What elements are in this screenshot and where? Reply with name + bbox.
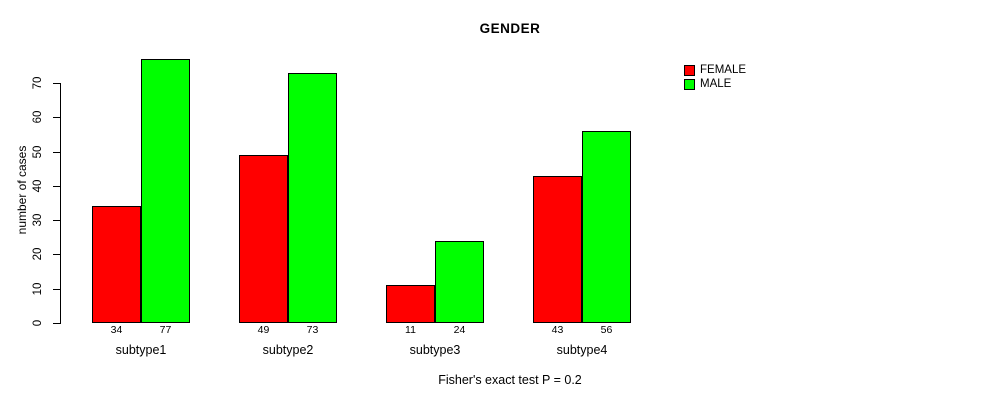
bar-value-label: 49 <box>257 324 270 336</box>
y-axis-tick-label: 70 <box>32 76 44 90</box>
bar-value-label: 73 <box>306 324 319 336</box>
caption: Fisher's exact test P = 0.2 <box>438 373 582 387</box>
x-axis-category-label-subtype1: subtype1 <box>115 343 167 357</box>
y-axis-tick <box>53 254 60 256</box>
bar-male-subtype1 <box>141 59 190 323</box>
y-axis-tick <box>53 220 60 222</box>
bar-value-label: 77 <box>159 324 172 336</box>
legend-swatch-female <box>684 65 695 76</box>
legend-item-female: FEMALE <box>684 64 746 77</box>
y-axis-tick-label: 20 <box>32 248 44 261</box>
chart-title: GENDER <box>479 21 541 36</box>
bar-male-subtype4 <box>582 131 631 323</box>
bar-female-subtype1 <box>92 206 141 323</box>
y-axis-tick <box>53 288 60 290</box>
y-axis-title: number of cases <box>15 145 29 235</box>
y-axis-tick-label: 10 <box>32 282 44 296</box>
y-axis-tick-label: 30 <box>32 213 44 227</box>
y-axis-tick-label: 0 <box>32 319 44 327</box>
y-axis-tick <box>53 83 60 84</box>
legend-label-male: MALE <box>700 78 732 90</box>
bar-value-label: 24 <box>453 324 466 336</box>
y-axis-tick-label: 50 <box>32 145 44 158</box>
y-axis-tick-label: 40 <box>32 179 44 193</box>
bar-value-label: 56 <box>600 324 613 336</box>
legend-item-male: MALE <box>684 78 746 91</box>
legend-swatch-male <box>684 79 695 90</box>
y-axis-line <box>60 83 61 324</box>
y-axis-tick <box>53 185 60 187</box>
bar-female-subtype3 <box>386 285 435 323</box>
bar-value-label: 34 <box>110 324 123 336</box>
y-axis-tick <box>53 117 60 119</box>
x-axis-category-label-subtype2: subtype2 <box>262 343 314 357</box>
y-axis-tick <box>53 151 60 153</box>
legend-label-female: FEMALE <box>700 64 747 76</box>
bar-value-label: 43 <box>551 324 564 336</box>
bar-female-subtype4 <box>533 175 582 323</box>
bar-male-subtype2 <box>288 72 337 323</box>
y-axis-tick <box>53 323 60 324</box>
legend: FEMALE MALE <box>684 64 746 92</box>
bar-value-label: 11 <box>405 324 416 336</box>
bar-male-subtype3 <box>435 240 484 323</box>
x-axis-category-label-subtype4: subtype4 <box>556 343 608 357</box>
y-axis-tick-label: 60 <box>32 110 44 124</box>
x-axis-category-label-subtype3: subtype3 <box>409 343 461 357</box>
bar-female-subtype2 <box>239 155 288 323</box>
